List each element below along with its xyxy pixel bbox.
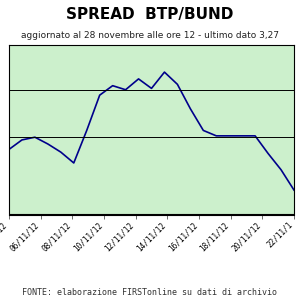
- Text: FONTE: elaborazione FIRSTonline su dati di archivio: FONTE: elaborazione FIRSTonline su dati …: [22, 288, 278, 297]
- Text: SPREAD  BTP/BUND: SPREAD BTP/BUND: [66, 8, 234, 22]
- Text: aggiornato al 28 novembre alle ore 12 - ultimo dato 3,27: aggiornato al 28 novembre alle ore 12 - …: [21, 32, 279, 40]
